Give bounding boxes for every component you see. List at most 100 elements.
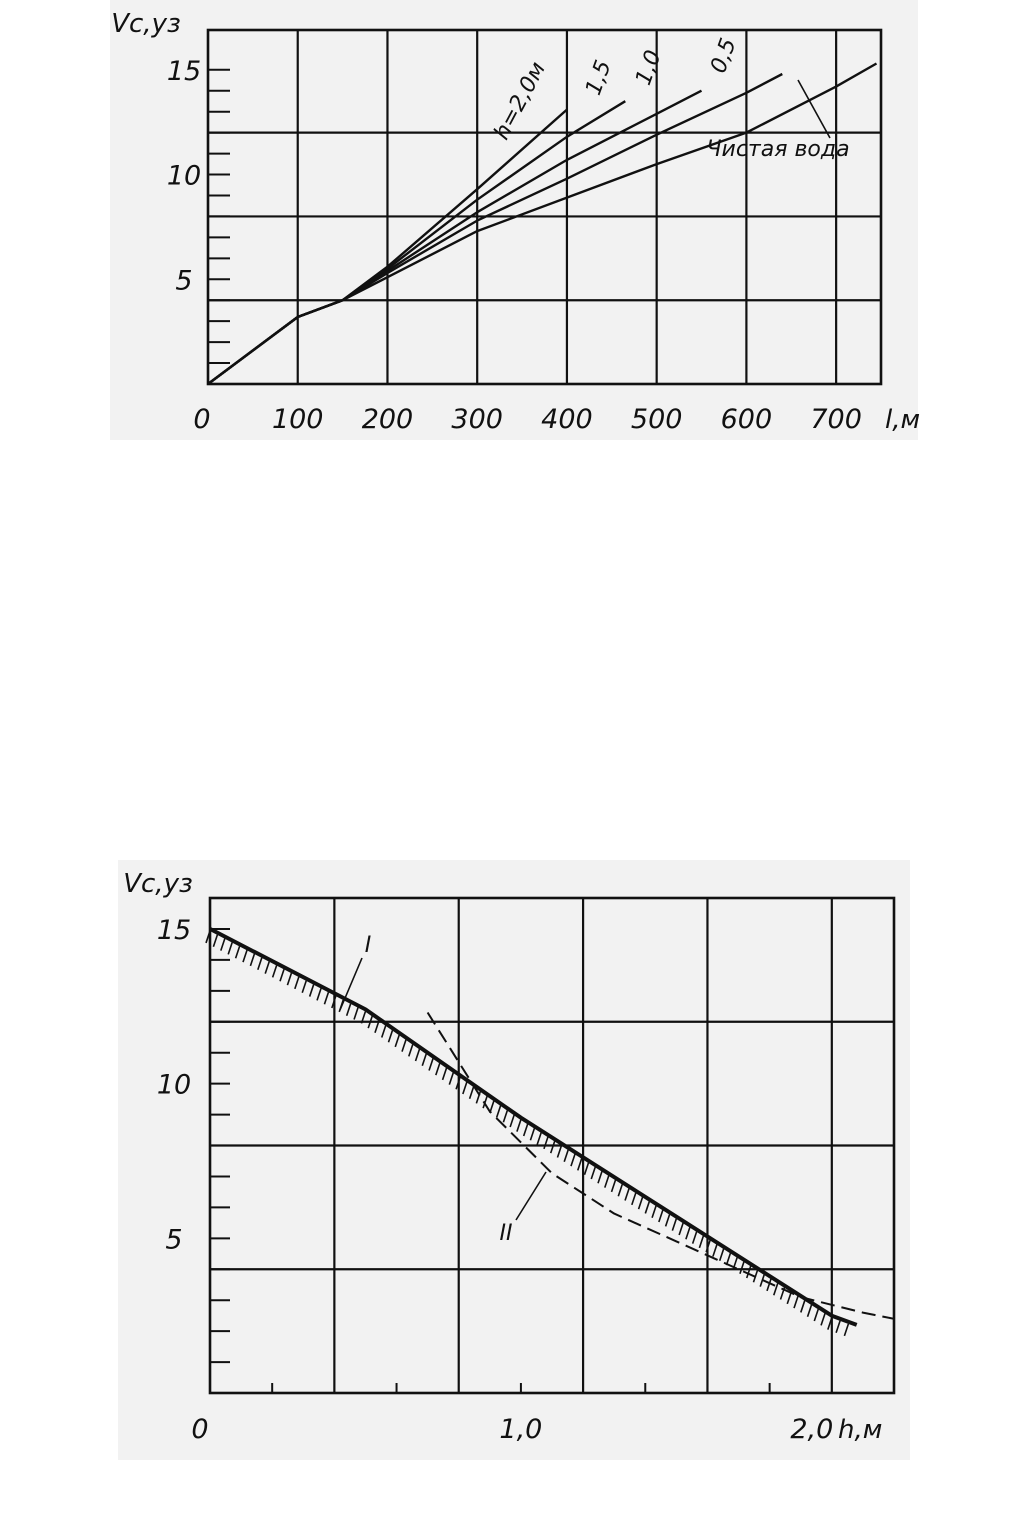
hatch-mark xyxy=(495,1105,502,1118)
chart-vc-vs-length-plot: 0 100 200 300 400 500 600 70051015Vc,узl,мh=2,0… xyxy=(111,9,920,435)
hatch-mark xyxy=(502,1109,509,1123)
hatch-mark xyxy=(242,949,248,963)
hatch-mark xyxy=(597,1171,603,1184)
hatch-mark xyxy=(220,938,226,951)
hatch-mark xyxy=(435,1062,441,1076)
series-line-2 xyxy=(207,89,703,385)
series-line-II xyxy=(426,1011,895,1320)
hatch-mark xyxy=(323,991,330,1005)
hatch-mark xyxy=(651,1205,657,1218)
hatch-mark xyxy=(475,1091,482,1104)
hatch-mark xyxy=(644,1201,651,1214)
hatch-mark xyxy=(462,1081,468,1095)
series-label-1-5: 1,5 xyxy=(581,57,616,98)
hatch-mark xyxy=(664,1214,671,1227)
x-tick-label: 100 xyxy=(272,404,324,435)
y-axis-label: Vc,уз xyxy=(123,869,193,899)
series-I-leader xyxy=(339,957,363,1011)
hatch-mark xyxy=(428,1058,434,1071)
clean-water-leader xyxy=(797,79,831,139)
hatch-mark xyxy=(227,942,233,955)
series-label-II: II xyxy=(500,1221,513,1246)
plot-frame xyxy=(206,28,883,386)
hatch-mark xyxy=(678,1222,684,1236)
hatch-mark xyxy=(212,934,219,948)
x-tick-label: 300 xyxy=(451,404,503,435)
hatch-mark xyxy=(570,1153,576,1167)
series-label-1-0: 1,0 xyxy=(631,47,666,88)
x-tick-label: 0 xyxy=(191,1414,208,1445)
x-tick-label: 200 xyxy=(362,404,414,435)
hatch-mark xyxy=(658,1209,664,1223)
hatch-mark xyxy=(843,1323,850,1337)
hatch-mark xyxy=(516,1119,522,1132)
hatch-mark xyxy=(271,965,278,978)
x-tick-label: 2,0 xyxy=(790,1414,833,1445)
x-tick-label: 500 xyxy=(631,404,683,435)
hatch-mark xyxy=(408,1044,414,1057)
hatch-mark xyxy=(800,1300,806,1313)
y-tick-label: 15 xyxy=(167,56,201,87)
hatch-mark xyxy=(671,1218,678,1231)
hatch-mark xyxy=(301,980,307,993)
hatch-mark xyxy=(294,976,300,990)
hatch-mark xyxy=(374,1020,380,1034)
x-tick-label: 600 xyxy=(721,404,773,435)
x-axis-label: l,м xyxy=(885,405,920,435)
hatch-mark xyxy=(698,1235,705,1249)
hatch-mark xyxy=(745,1265,752,1279)
hatch-mark xyxy=(353,1007,359,1020)
hatch-mark xyxy=(691,1231,698,1244)
y-axis-label: Vc,уз xyxy=(111,9,181,39)
y-tick-label: 15 xyxy=(157,915,191,946)
hatch-mark xyxy=(536,1132,542,1145)
x-tick-label: 0 xyxy=(193,404,210,435)
x-tick-label: 1,0 xyxy=(499,1414,542,1445)
hatch-mark xyxy=(563,1149,569,1163)
hatch-mark xyxy=(234,946,241,959)
hatch-mark xyxy=(394,1034,401,1048)
series-label-I: I xyxy=(365,933,372,958)
hatch-mark xyxy=(813,1308,820,1322)
hatch-mark xyxy=(772,1282,779,1296)
hatch-mark xyxy=(360,1011,367,1024)
hatch-mark xyxy=(468,1086,475,1099)
hatch-mark xyxy=(739,1261,745,1274)
hatch-mark xyxy=(522,1123,529,1137)
hatch-mark xyxy=(631,1192,637,1206)
hatch-mark xyxy=(610,1179,617,1193)
hatch-mark xyxy=(806,1304,813,1317)
hatch-mark xyxy=(624,1188,630,1201)
hatch-mark xyxy=(786,1291,793,1305)
hatch-mark xyxy=(249,953,256,967)
chart-vc-vs-length: 0 100 200 300 400 500 600 700 5 10 15 Vc,уз l,м h=2,0… xyxy=(110,0,920,440)
hatch-mark xyxy=(793,1295,799,1309)
series-label-0-5: 0,5 xyxy=(706,35,741,76)
x-axis-label: h,м xyxy=(838,1415,882,1445)
hatch-mark xyxy=(286,972,293,986)
x-tick-label: 700 xyxy=(810,404,862,435)
hatch-mark xyxy=(549,1140,556,1154)
hatch-mark xyxy=(820,1313,826,1326)
hatch-mark xyxy=(604,1175,610,1188)
hatch-mark xyxy=(705,1239,711,1253)
hatch-mark xyxy=(421,1053,428,1066)
x-tick-label: 400 xyxy=(541,404,593,435)
y-tick-label: 5 xyxy=(175,265,192,296)
hatch-mark xyxy=(576,1158,583,1171)
hatch-mark xyxy=(387,1029,394,1043)
hatch-mark xyxy=(766,1278,772,1292)
series-line-4 xyxy=(207,62,878,385)
hatch-mark xyxy=(257,957,263,971)
series-line-I xyxy=(209,927,858,1327)
hatch-mark xyxy=(455,1077,461,1090)
y-tick-label: 10 xyxy=(167,161,201,192)
hatch-mark xyxy=(718,1248,725,1262)
hatch-mark xyxy=(279,968,285,982)
y-tick-label: 10 xyxy=(157,1070,191,1101)
hatch-mark xyxy=(264,961,270,974)
hatch-mark xyxy=(331,995,337,1009)
hatch-mark xyxy=(712,1244,718,1257)
hatch-mark xyxy=(556,1145,563,1158)
